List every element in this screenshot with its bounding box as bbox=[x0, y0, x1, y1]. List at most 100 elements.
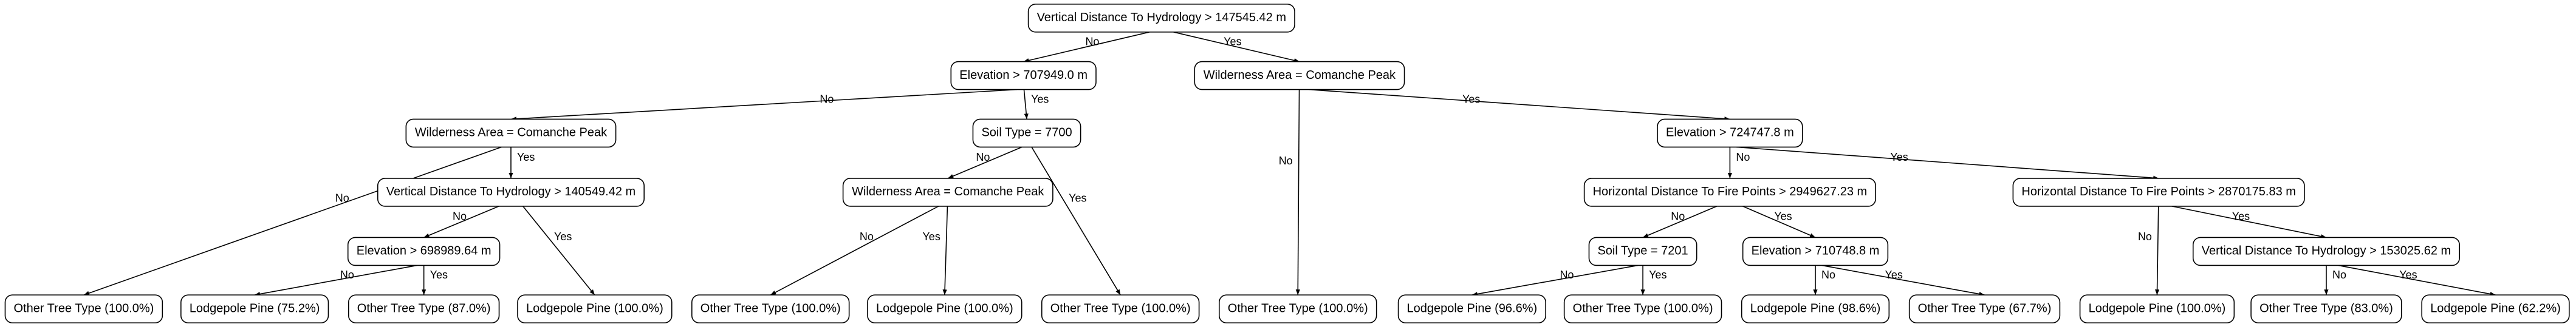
edge-label: No bbox=[820, 93, 834, 105]
edge-label: No bbox=[2332, 269, 2346, 281]
node-label: Vertical Distance To Hydrology > 153025.… bbox=[2202, 244, 2451, 258]
node-box bbox=[842, 178, 1053, 207]
node-label: Wilderness Area = Comanche Peak bbox=[1204, 69, 1396, 82]
node-box bbox=[405, 118, 617, 148]
edge-label: No bbox=[340, 269, 354, 281]
nodes: Vertical Distance To Hydrology > 147545.… bbox=[4, 3, 2570, 324]
node-box bbox=[1742, 237, 1889, 266]
edge bbox=[510, 89, 1017, 121]
node-box bbox=[1741, 294, 1890, 324]
node-box bbox=[2250, 294, 2402, 324]
edge bbox=[522, 206, 595, 295]
edge bbox=[1023, 32, 1150, 63]
node-box bbox=[347, 237, 501, 266]
edge-label: Yes bbox=[554, 231, 572, 243]
edge bbox=[942, 206, 948, 295]
edge bbox=[2155, 206, 2160, 295]
node-label: Lodgepole Pine (100.0%) bbox=[876, 302, 1013, 315]
edge bbox=[1742, 206, 1816, 238]
node-box bbox=[2012, 178, 2305, 207]
edge-label: No bbox=[860, 231, 874, 243]
edge-label: Yes bbox=[430, 269, 448, 281]
edge bbox=[1309, 89, 1730, 121]
node-box bbox=[1027, 3, 1295, 33]
node-label: Vertical Distance To Hydrology > 140549.… bbox=[386, 185, 635, 198]
edge-label: Yes bbox=[1885, 269, 1902, 281]
node-box bbox=[377, 178, 645, 207]
tree-node: Elevation > 698989.64 m bbox=[347, 237, 501, 266]
edge-label: No bbox=[1821, 269, 1835, 281]
edge-label: Yes bbox=[1774, 211, 1792, 223]
node-label: Other Tree Type (87.0%) bbox=[357, 302, 491, 315]
node-box bbox=[1588, 237, 1697, 266]
node-label: Other Tree Type (67.7%) bbox=[1918, 302, 2052, 315]
edge-label: No bbox=[335, 192, 349, 204]
edge-label: No bbox=[1279, 155, 1293, 167]
edge-label: No bbox=[453, 211, 467, 223]
tree-node: Soil Type = 7201 bbox=[1588, 237, 1697, 266]
node-box bbox=[517, 294, 673, 324]
tree-node: Lodgepole Pine (96.6%) bbox=[1397, 294, 1546, 324]
node-box bbox=[1218, 294, 1377, 324]
edge-label: Yes bbox=[1224, 36, 1241, 48]
node-box bbox=[691, 294, 850, 324]
edge-label: No bbox=[1085, 36, 1099, 48]
edge-label: No bbox=[2138, 231, 2152, 243]
tree-node: Wilderness Area = Comanche Peak bbox=[405, 118, 617, 148]
edge-label: Yes bbox=[1649, 269, 1667, 281]
tree-node: Lodgepole Pine (100.0%) bbox=[867, 294, 1023, 324]
node-box bbox=[1657, 118, 1803, 148]
node-label: Soil Type = 7700 bbox=[981, 126, 1072, 140]
node-box bbox=[2421, 294, 2570, 324]
edge bbox=[947, 146, 1023, 179]
node-label: Wilderness Area = Comanche Peak bbox=[415, 126, 608, 140]
node-label: Elevation > 698989.64 m bbox=[357, 244, 492, 258]
tree-node: Other Tree Type (87.0%) bbox=[348, 294, 500, 324]
edge-label: Yes bbox=[2232, 211, 2250, 223]
tree-node: Lodgepole Pine (100.0%) bbox=[2079, 294, 2235, 324]
node-label: Other Tree Type (100.0%) bbox=[1228, 302, 1368, 315]
edge-label: Yes bbox=[517, 151, 535, 163]
node-label: Elevation > 710748.8 m bbox=[1752, 244, 1880, 258]
edge bbox=[1295, 89, 1300, 295]
edge bbox=[1031, 146, 1121, 295]
tree-node: Soil Type = 7700 bbox=[972, 118, 1081, 148]
node-box bbox=[867, 294, 1023, 324]
tree-node: Lodgepole Pine (75.2%) bbox=[180, 294, 329, 324]
edge bbox=[1642, 206, 1718, 238]
node-box bbox=[1583, 178, 1876, 207]
node-label: Other Tree Type (100.0%) bbox=[701, 302, 841, 315]
node-box bbox=[2079, 294, 2235, 324]
edge bbox=[1471, 265, 1639, 297]
tree-node: Other Tree Type (67.7%) bbox=[1908, 294, 2061, 324]
edge bbox=[1736, 146, 2159, 180]
tree-node: Elevation > 724747.8 m bbox=[1657, 118, 1803, 148]
node-label: Lodgepole Pine (75.2%) bbox=[190, 302, 320, 315]
node-label: Lodgepole Pine (98.6%) bbox=[1750, 302, 1881, 315]
node-box bbox=[348, 294, 500, 324]
edges: No Yes No Yes No Yes No Yes No Yes No Yes No Yes No Yes… bbox=[83, 32, 2496, 297]
node-box bbox=[1908, 294, 2061, 324]
edge bbox=[83, 146, 502, 295]
edge-label: Yes bbox=[1031, 93, 1049, 105]
tree-node: Elevation > 710748.8 m bbox=[1742, 237, 1889, 266]
node-label: Elevation > 724747.8 m bbox=[1666, 126, 1794, 140]
edge-label: No bbox=[976, 151, 990, 163]
edge-label: No bbox=[1671, 211, 1685, 223]
edge bbox=[2171, 206, 2327, 239]
edge-label: Yes bbox=[2399, 269, 2417, 281]
edge bbox=[254, 265, 417, 297]
node-label: Other Tree Type (83.0%) bbox=[2259, 302, 2393, 315]
tree-node: Lodgepole Pine (100.0%) bbox=[517, 294, 673, 324]
node-label: Elevation > 707949.0 m bbox=[959, 69, 1088, 82]
tree-node: Wilderness Area = Comanche Peak bbox=[1194, 61, 1405, 90]
node-label: Vertical Distance To Hydrology > 147545.… bbox=[1037, 11, 1286, 24]
node-label: Wilderness Area = Comanche Peak bbox=[852, 185, 1044, 198]
tree-node: Other Tree Type (100.0%) bbox=[1041, 294, 1200, 324]
tree-node: Wilderness Area = Comanche Peak bbox=[842, 178, 1053, 207]
edge-label: Yes bbox=[1069, 192, 1086, 204]
tree-node: Other Tree Type (100.0%) bbox=[691, 294, 850, 324]
tree-node: Other Tree Type (100.0%) bbox=[4, 294, 163, 324]
